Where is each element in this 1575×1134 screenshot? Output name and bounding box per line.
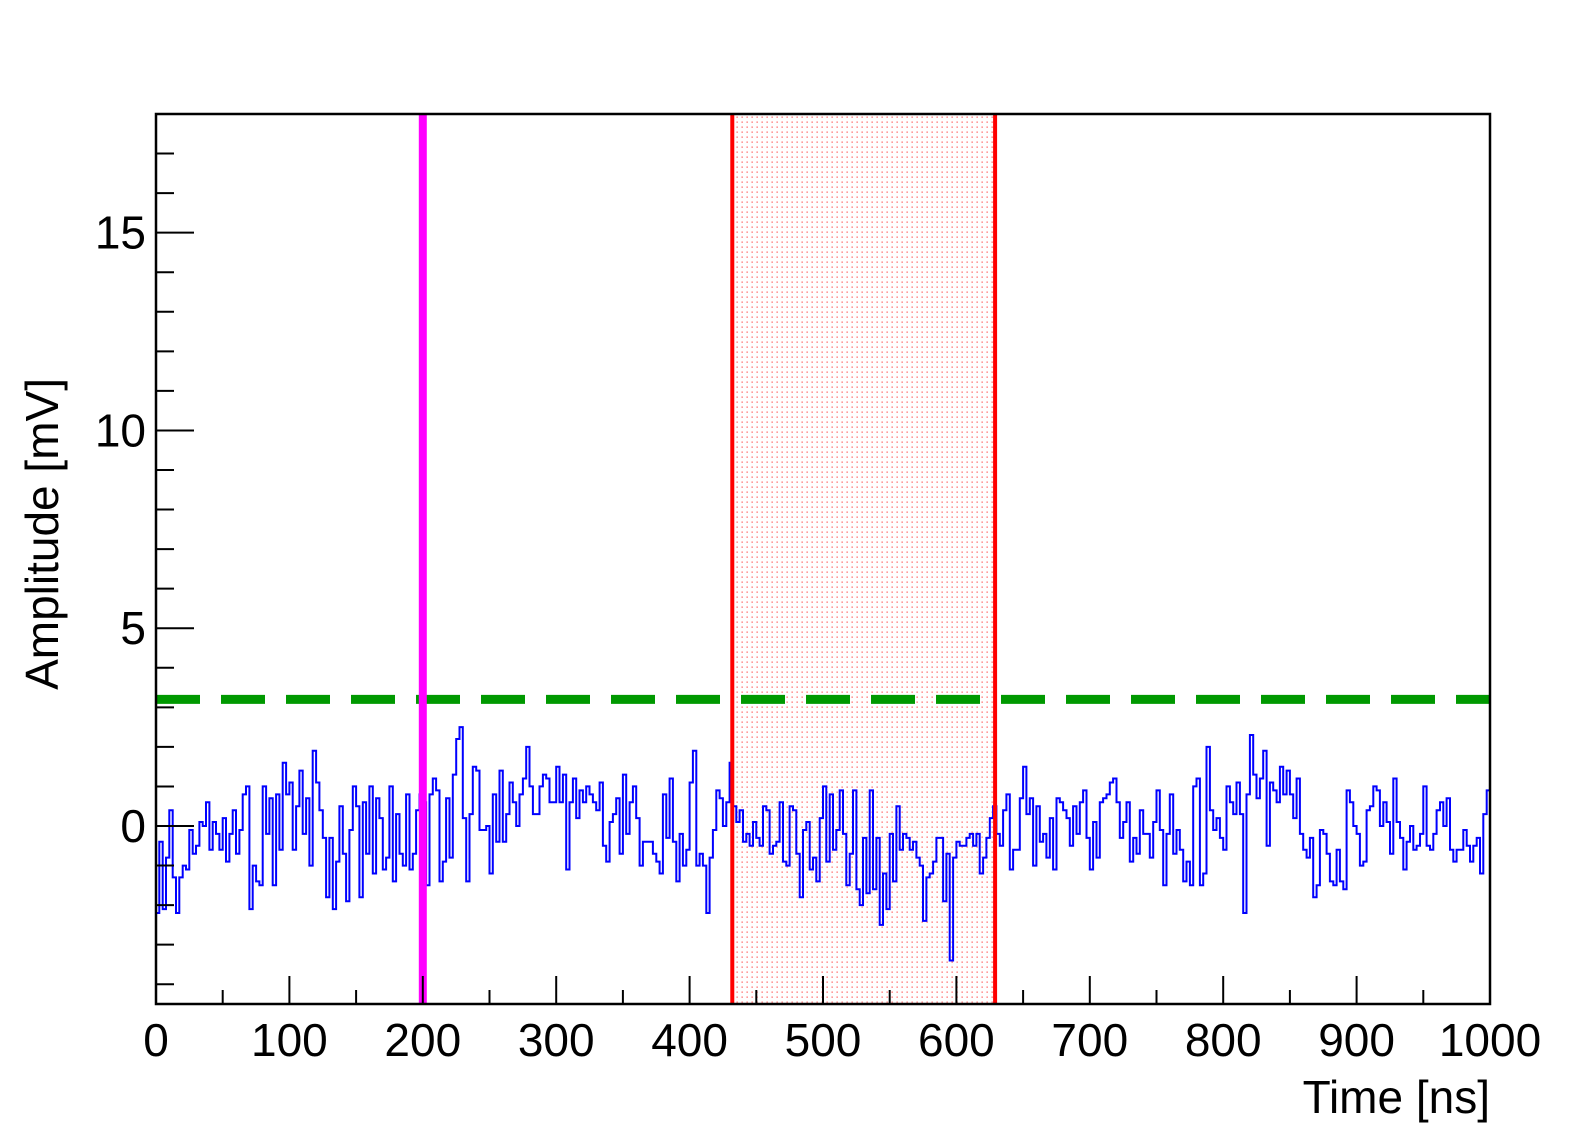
- y-tick-label: 0: [120, 800, 146, 852]
- x-tick-label: 600: [918, 1014, 995, 1066]
- y-axis-label: Amplitude [mV]: [16, 378, 68, 690]
- x-tick-label: 400: [651, 1014, 728, 1066]
- waveform-line: [156, 726, 1490, 962]
- x-tick-label: 200: [384, 1014, 461, 1066]
- x-tick-label: 0: [143, 1014, 169, 1066]
- y-tick-label: 5: [120, 602, 146, 654]
- x-tick-label: 700: [1051, 1014, 1128, 1066]
- y-tick-label: 15: [95, 207, 146, 259]
- x-tick-label: 1000: [1439, 1014, 1541, 1066]
- x-tick-label: 500: [785, 1014, 862, 1066]
- marker-lines: [156, 114, 1490, 1004]
- x-axis: 0 100 200 300 400 500 600 700 800 900 1000: [143, 976, 1541, 1066]
- x-tick-label: 300: [518, 1014, 595, 1066]
- y-tick-label: 10: [95, 404, 146, 456]
- x-tick-label: 800: [1185, 1014, 1262, 1066]
- x-tick-label: 100: [251, 1014, 328, 1066]
- y-axis: 0 5 10 15: [95, 152, 194, 986]
- waveform-series: [156, 726, 1490, 962]
- x-axis-label: Time [ns]: [1303, 1071, 1490, 1123]
- x-tick-label: 900: [1318, 1014, 1395, 1066]
